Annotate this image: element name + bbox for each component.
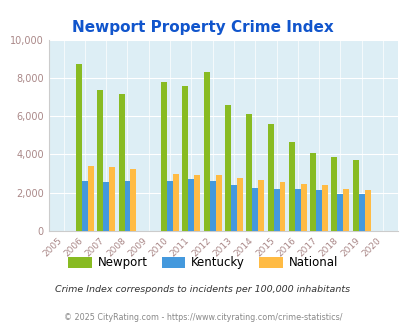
- Bar: [267, 124, 273, 231]
- Bar: [109, 167, 115, 231]
- Bar: [76, 64, 82, 231]
- Bar: [203, 72, 209, 231]
- Text: Newport Property Crime Index: Newport Property Crime Index: [72, 20, 333, 35]
- Bar: [173, 174, 179, 231]
- Bar: [87, 166, 94, 231]
- Bar: [124, 181, 130, 231]
- Bar: [337, 194, 343, 231]
- Bar: [330, 157, 337, 231]
- Bar: [315, 190, 321, 231]
- Bar: [82, 181, 87, 231]
- Bar: [364, 190, 370, 231]
- Text: Crime Index corresponds to incidents per 100,000 inhabitants: Crime Index corresponds to incidents per…: [55, 285, 350, 294]
- Bar: [194, 176, 200, 231]
- Bar: [321, 185, 327, 231]
- Bar: [273, 189, 279, 231]
- Bar: [103, 182, 109, 231]
- Bar: [237, 178, 242, 231]
- Bar: [279, 182, 285, 231]
- Bar: [352, 160, 358, 231]
- Bar: [309, 152, 315, 231]
- Bar: [343, 189, 348, 231]
- Bar: [118, 94, 124, 231]
- Bar: [358, 194, 364, 231]
- Bar: [252, 188, 258, 231]
- Bar: [97, 90, 103, 231]
- Legend: Newport, Kentucky, National: Newport, Kentucky, National: [63, 252, 342, 274]
- Bar: [246, 114, 252, 231]
- Bar: [167, 181, 173, 231]
- Bar: [300, 184, 306, 231]
- Bar: [258, 180, 264, 231]
- Bar: [215, 176, 221, 231]
- Bar: [209, 181, 215, 231]
- Bar: [288, 142, 294, 231]
- Bar: [130, 169, 136, 231]
- Bar: [161, 82, 167, 231]
- Bar: [230, 185, 237, 231]
- Bar: [188, 179, 194, 231]
- Bar: [224, 105, 230, 231]
- Bar: [182, 85, 188, 231]
- Text: © 2025 CityRating.com - https://www.cityrating.com/crime-statistics/: © 2025 CityRating.com - https://www.city…: [64, 313, 341, 322]
- Bar: [294, 189, 300, 231]
